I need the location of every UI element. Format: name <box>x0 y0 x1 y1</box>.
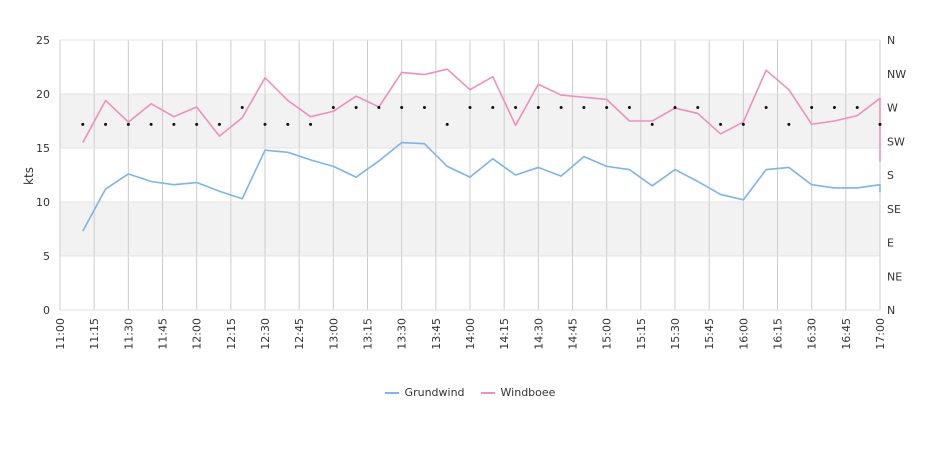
direction-dot <box>263 122 267 126</box>
direction-dot <box>878 122 882 126</box>
x-tick-label: 15:45 <box>703 318 716 350</box>
y-axis-ticks: 0 5 10 15 20 25 <box>36 34 50 317</box>
direction-dot <box>126 122 130 126</box>
y-axis-label: kts <box>22 167 36 185</box>
x-tick-label: 16:45 <box>840 318 853 350</box>
direction-dot <box>445 122 449 126</box>
direction-dot <box>605 106 609 109</box>
direction-dot <box>582 106 586 109</box>
direction-axis-ticks: N NW W SW S SE E NE N <box>887 34 906 317</box>
direction-dot <box>491 106 495 109</box>
grid-lines <box>59 39 881 311</box>
x-tick-label: 16:15 <box>772 318 785 350</box>
x-tick-label: 11:00 <box>54 318 67 350</box>
direction-dot <box>719 122 723 126</box>
direction-tick-label: SW <box>887 135 905 148</box>
direction-dots <box>81 106 882 126</box>
y-tick-label: 0 <box>43 304 50 317</box>
direction-tick-label: NE <box>887 270 902 283</box>
x-axis-ticks: 11:00 11:15 11:30 11:45 12:00 12:15 12:30 12:45… <box>54 318 887 350</box>
direction-dot <box>559 106 563 109</box>
y-tick-label: 15 <box>36 142 50 155</box>
direction-dot <box>536 106 540 109</box>
x-tick-label: 14:00 <box>464 318 477 350</box>
direction-tick-label: SE <box>887 203 901 216</box>
direction-dot <box>810 106 814 109</box>
direction-dot <box>832 106 836 109</box>
x-tick-label: 14:15 <box>498 318 511 350</box>
direction-tick-label: N <box>887 34 895 47</box>
legend-item-grundwind[interactable]: Grundwind <box>384 386 465 399</box>
direction-dot <box>787 122 791 126</box>
legend-swatch-windboee <box>480 391 495 394</box>
direction-dot <box>422 106 426 109</box>
y-tick-label: 25 <box>36 34 50 47</box>
x-tick-label: 12:45 <box>293 318 306 350</box>
direction-dot <box>627 106 631 109</box>
direction-tick-label: W <box>887 102 898 115</box>
x-tick-label: 13:30 <box>396 318 409 350</box>
x-tick-label: 13:15 <box>362 318 375 350</box>
x-tick-label: 15:30 <box>669 318 682 350</box>
x-tick-label: 12:00 <box>191 318 204 350</box>
x-tick-label: 17:00 <box>874 318 887 350</box>
direction-dot <box>855 106 859 109</box>
direction-dot <box>104 122 108 126</box>
direction-tick-label: S <box>887 169 894 182</box>
legend-item-windboee[interactable]: Windboee <box>480 386 556 399</box>
legend: Grundwind Windboee <box>0 386 940 399</box>
x-tick-label: 14:30 <box>532 318 545 350</box>
direction-dot <box>741 122 745 126</box>
direction-dot <box>309 122 313 126</box>
direction-dot <box>514 106 518 109</box>
direction-dot <box>195 122 199 126</box>
x-tick-label: 15:15 <box>635 318 648 350</box>
direction-dot <box>217 122 221 126</box>
direction-tick-label: E <box>887 237 894 250</box>
series-lines <box>82 68 881 232</box>
direction-dot <box>354 106 358 109</box>
x-tick-label: 14:45 <box>567 318 580 350</box>
y-tick-label: 5 <box>43 250 50 263</box>
direction-dot <box>286 122 290 126</box>
direction-dot <box>149 122 153 126</box>
x-tick-label: 11:15 <box>88 318 101 350</box>
legend-swatch-grundwind <box>384 391 399 394</box>
x-tick-label: 15:00 <box>601 318 614 350</box>
x-tick-label: 11:45 <box>157 318 170 350</box>
direction-dot <box>172 122 176 126</box>
direction-dot <box>331 106 335 109</box>
direction-dot <box>400 106 404 109</box>
direction-tick-label: NW <box>887 68 906 81</box>
direction-dot <box>650 122 654 126</box>
x-tick-label: 11:30 <box>122 318 135 350</box>
x-tick-label: 13:00 <box>327 318 340 350</box>
direction-dot <box>673 106 677 109</box>
y-tick-label: 20 <box>36 88 50 101</box>
x-tick-label: 12:30 <box>259 318 272 350</box>
direction-dot <box>468 106 472 109</box>
direction-tick-label: N <box>887 304 895 317</box>
series-line-windboee <box>82 68 881 163</box>
direction-dot <box>764 106 768 109</box>
x-tick-label: 16:00 <box>737 318 750 350</box>
x-tick-label: 16:30 <box>806 318 819 350</box>
legend-label-grundwind: Grundwind <box>404 386 465 399</box>
direction-dot <box>377 106 381 109</box>
y-tick-label: 10 <box>36 196 50 209</box>
x-tick-label: 12:15 <box>225 318 238 350</box>
legend-label-windboee: Windboee <box>500 386 556 399</box>
direction-dot <box>81 122 85 126</box>
direction-dot <box>240 106 244 109</box>
direction-dot <box>696 106 700 109</box>
series-line-grundwind <box>82 141 881 232</box>
x-tick-label: 13:45 <box>430 318 443 350</box>
